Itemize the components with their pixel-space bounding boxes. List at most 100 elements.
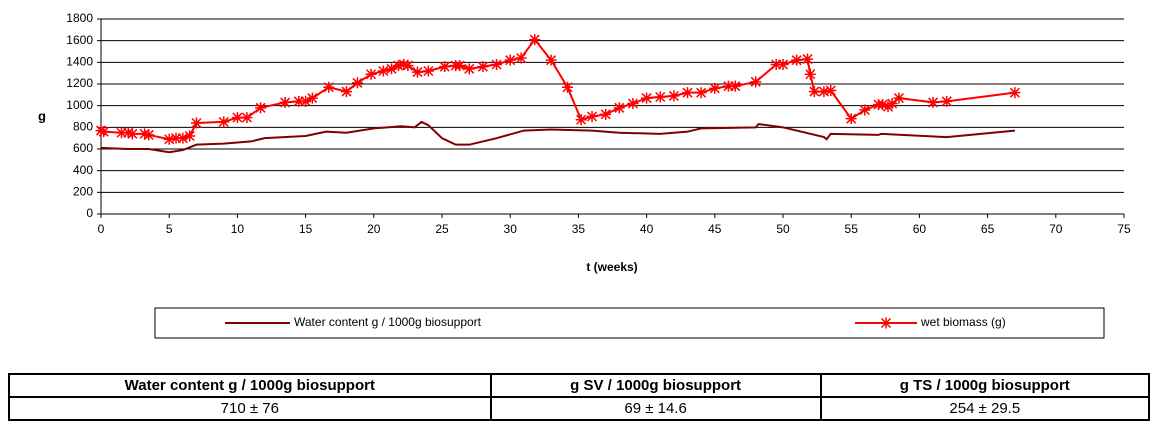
y-tick-label: 1200: [66, 76, 93, 90]
legend-label: Water content g / 1000g biosupport: [294, 315, 482, 329]
marker: [143, 129, 155, 141]
marker: [351, 77, 363, 89]
marker: [218, 116, 230, 128]
marker: [386, 63, 398, 75]
marker: [115, 127, 127, 139]
table-cell: 254 ± 29.5: [819, 396, 1151, 421]
marker: [804, 68, 816, 80]
x-tick-label: 70: [1049, 222, 1063, 236]
x-tick-label: 15: [299, 222, 313, 236]
x-tick-label: 60: [913, 222, 927, 236]
marker: [709, 82, 721, 94]
legend-marker: [880, 317, 892, 329]
table-header: Water content g / 1000g biosupport g SV …: [8, 373, 1151, 398]
marker: [377, 65, 389, 77]
marker: [139, 128, 151, 140]
marker: [729, 80, 741, 92]
marker: [627, 98, 639, 109]
x-tick-label: 35: [572, 222, 586, 236]
marker: [411, 66, 423, 78]
legend-label: wet biomass (g): [920, 315, 1006, 329]
marker: [477, 61, 489, 73]
header-cell: g SV / 1000g biosupport: [489, 373, 822, 398]
marker: [886, 98, 898, 109]
marker: [255, 102, 267, 114]
x-tick-label: 0: [98, 222, 105, 236]
chart: g t (weeks) 0200400600800100012001400160…: [38, 11, 1131, 339]
marker: [515, 52, 527, 64]
marker: [306, 92, 318, 104]
marker: [504, 54, 516, 66]
series-line: [100, 37, 1016, 141]
y-tick-label: 600: [73, 141, 93, 155]
marker: [190, 117, 202, 129]
marker: [927, 96, 939, 108]
marker: [750, 76, 762, 88]
marker: [722, 80, 734, 92]
marker: [893, 92, 905, 104]
y-tick-label: 1400: [66, 55, 93, 69]
marker: [600, 108, 612, 120]
marker: [941, 95, 953, 107]
marker: [170, 132, 182, 144]
marker: [122, 127, 134, 139]
table-row: 710 ± 76 69 ± 14.6 254 ± 29.5: [8, 396, 1151, 421]
x-tick-label: 20: [367, 222, 381, 236]
y-tick-label: 200: [73, 185, 93, 199]
x-tick-label: 40: [640, 222, 654, 236]
marker: [641, 92, 653, 104]
marker: [668, 90, 680, 102]
marker: [613, 102, 625, 114]
marker: [791, 54, 803, 66]
marker: [341, 86, 353, 98]
marker: [98, 126, 110, 138]
marker: [859, 104, 871, 116]
marker: [177, 132, 189, 144]
marker: [95, 125, 107, 137]
marker: [126, 128, 138, 140]
marker: [695, 87, 707, 99]
marker: [463, 63, 475, 75]
x-tick-label: 75: [1117, 222, 1131, 236]
marker: [402, 60, 414, 72]
table-cell: 69 ± 14.6: [489, 396, 822, 421]
marker: [1009, 87, 1021, 99]
marker: [808, 86, 820, 98]
header-cell: Water content g / 1000g biosupport: [8, 373, 492, 398]
marker: [682, 87, 694, 99]
marker: [454, 60, 466, 72]
marker: [422, 65, 434, 77]
marker: [802, 53, 814, 65]
legend-box: [154, 307, 1105, 339]
marker: [163, 133, 175, 145]
marker: [575, 114, 587, 126]
marker: [818, 86, 830, 98]
marker: [231, 112, 243, 124]
marker: [323, 81, 335, 93]
marker: [561, 81, 573, 93]
marker: [392, 60, 404, 72]
y-tick-label: 400: [73, 163, 93, 177]
marker: [279, 96, 291, 108]
marker: [491, 59, 503, 70]
header-cell: g TS / 1000g biosupport: [819, 373, 1151, 398]
x-tick-label: 25: [435, 222, 449, 236]
marker: [777, 59, 789, 70]
x-tick-label: 10: [231, 222, 245, 236]
x-tick-label: 5: [166, 222, 173, 236]
marker: [654, 91, 666, 103]
y-tick-label: 1000: [66, 98, 93, 112]
x-axis-label: t (weeks): [586, 260, 637, 274]
marker: [877, 99, 889, 111]
x-tick-label: 30: [504, 222, 518, 236]
series-line: [100, 120, 1015, 154]
y-tick-label: 1800: [66, 11, 93, 25]
marker: [241, 112, 253, 124]
y-tick-label: 1600: [66, 33, 93, 47]
marker: [529, 34, 541, 46]
marker: [184, 130, 196, 142]
marker: [365, 68, 377, 80]
table-cell: 710 ± 76: [8, 396, 492, 421]
x-tick-label: 65: [981, 222, 995, 236]
x-tick-label: 45: [708, 222, 722, 236]
